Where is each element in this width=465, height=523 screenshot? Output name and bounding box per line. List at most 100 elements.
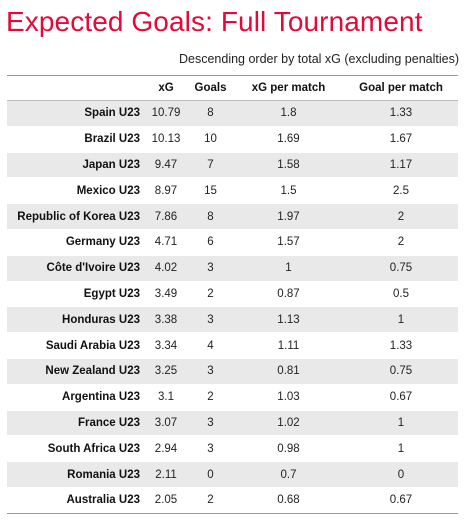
chart-subtitle: Descending order by total xG (excluding …	[178, 52, 459, 66]
chart-title: Expected Goals: Full Tournament	[6, 6, 423, 37]
cell-team: South Africa U23	[7, 435, 144, 462]
table-row: Japan U23 9.47 7 1.58 1.17	[7, 152, 458, 178]
cell-team: Spain U23	[7, 100, 144, 127]
table-row: New Zealand U23 3.25 3 0.81 0.75	[7, 358, 458, 385]
table-row: South Africa U23 2.94 3 0.98 1	[7, 435, 458, 462]
cell-xg: 3.34	[144, 332, 188, 359]
cell-xg-per-match: 1.58	[233, 152, 344, 178]
table-row: Côte d'Ivoire U23 4.02 3 1 0.75	[7, 255, 458, 282]
cell-xg-per-match: 1	[233, 255, 344, 282]
cell-xg: 7.86	[144, 203, 188, 230]
table-row: Brazil U23 10.13 10 1.69 1.67	[7, 126, 458, 153]
cell-team: Côte d'Ivoire U23	[7, 255, 144, 282]
cell-goals: 6	[188, 229, 233, 256]
cell-xg-per-match: 0.7	[233, 461, 344, 488]
cell-xg-per-match: 1.5	[233, 177, 344, 204]
cell-xg-per-match: 1.13	[233, 306, 344, 333]
cell-goal-per-match: 1.17	[344, 152, 458, 178]
cell-xg-per-match: 0.81	[233, 358, 344, 385]
cell-goal-per-match: 1	[344, 410, 458, 436]
cell-team: France U23	[7, 410, 144, 436]
table-row: Romania U23 2.11 0 0.7 0	[7, 461, 458, 488]
cell-goal-per-match: 1.67	[344, 126, 458, 153]
table-row: Mexico U23 8.97 15 1.5 2.5	[7, 177, 458, 204]
cell-xg: 2.11	[144, 461, 188, 488]
cell-goal-per-match: 0.75	[344, 358, 458, 385]
cell-xg: 3.49	[144, 281, 188, 307]
cell-xg-per-match: 0.68	[233, 487, 344, 514]
cell-xg: 8.97	[144, 177, 188, 204]
header-goal-per-match: Goal per match	[344, 75, 458, 101]
header-row: xG Goals xG per match Goal per match	[7, 75, 458, 101]
cell-xg: 3.07	[144, 410, 188, 436]
cell-goals: 2	[188, 487, 233, 514]
cell-xg: 2.05	[144, 487, 188, 514]
cell-goal-per-match: 0.67	[344, 487, 458, 514]
cell-goal-per-match: 2	[344, 229, 458, 256]
cell-goal-per-match: 0.67	[344, 384, 458, 411]
header-xg-per-match: xG per match	[233, 75, 344, 101]
cell-xg: 2.94	[144, 435, 188, 462]
xg-table: xG Goals xG per match Goal per match Spa…	[7, 75, 458, 514]
table-row: France U23 3.07 3 1.02 1	[7, 410, 458, 436]
cell-team: Japan U23	[7, 152, 144, 178]
cell-xg-per-match: 1.69	[233, 126, 344, 153]
table-row: Argentina U23 3.1 2 1.03 0.67	[7, 384, 458, 411]
cell-team: Egypt U23	[7, 281, 144, 307]
cell-team: Romania U23	[7, 461, 144, 488]
cell-goal-per-match: 2.5	[344, 177, 458, 204]
cell-goals: 2	[188, 384, 233, 411]
cell-goals: 3	[188, 435, 233, 462]
cell-goals: 15	[188, 177, 233, 204]
cell-goals: 3	[188, 306, 233, 333]
cell-xg: 3.1	[144, 384, 188, 411]
table-body: Spain U23 10.79 8 1.8 1.33 Brazil U23 10.13 10 1…	[7, 100, 458, 514]
cell-goals: 3	[188, 358, 233, 385]
cell-goal-per-match: 1	[344, 435, 458, 462]
cell-team: Republic of Korea U23	[7, 203, 144, 230]
cell-goals: 0	[188, 461, 233, 488]
cell-team: New Zealand U23	[7, 358, 144, 385]
cell-xg-per-match: 1.03	[233, 384, 344, 411]
table-row: Honduras U23 3.38 3 1.13 1	[7, 306, 458, 333]
cell-xg-per-match: 1.11	[233, 332, 344, 359]
cell-goals: 3	[188, 255, 233, 282]
table-row: Republic of Korea U23 7.86 8 1.97 2	[7, 203, 458, 230]
cell-goals: 4	[188, 332, 233, 359]
cell-goal-per-match: 1.33	[344, 332, 458, 359]
table-row: Saudi Arabia U23 3.34 4 1.11 1.33	[7, 332, 458, 359]
table-row: Egypt U23 3.49 2 0.87 0.5	[7, 281, 458, 307]
cell-xg: 3.38	[144, 306, 188, 333]
cell-team: Brazil U23	[7, 126, 144, 153]
header-team	[7, 75, 144, 101]
cell-team: Saudi Arabia U23	[7, 332, 144, 359]
cell-goal-per-match: 2	[344, 203, 458, 230]
cell-xg-per-match: 1.8	[233, 100, 344, 127]
cell-xg: 9.47	[144, 152, 188, 178]
cell-team: Honduras U23	[7, 306, 144, 333]
cell-team: Australia U23	[7, 487, 144, 514]
table-header: xG Goals xG per match Goal per match	[7, 75, 458, 101]
header-goals: Goals	[188, 75, 233, 101]
cell-xg: 10.79	[144, 100, 188, 127]
table-row: Spain U23 10.79 8 1.8 1.33	[7, 100, 458, 127]
cell-goal-per-match: 0	[344, 461, 458, 488]
cell-xg-per-match: 1.02	[233, 410, 344, 436]
cell-xg: 4.02	[144, 255, 188, 282]
cell-goal-per-match: 1	[344, 306, 458, 333]
cell-goals: 7	[188, 152, 233, 178]
cell-xg: 10.13	[144, 126, 188, 153]
cell-goal-per-match: 1.33	[344, 100, 458, 127]
cell-team: Mexico U23	[7, 177, 144, 204]
cell-goals: 3	[188, 410, 233, 436]
cell-goal-per-match: 0.75	[344, 255, 458, 282]
cell-goals: 8	[188, 203, 233, 230]
cell-xg-per-match: 1.97	[233, 203, 344, 230]
cell-goals: 2	[188, 281, 233, 307]
table-row: Germany U23 4.71 6 1.57 2	[7, 229, 458, 256]
header-xg: xG	[144, 75, 188, 101]
cell-xg-per-match: 0.98	[233, 435, 344, 462]
cell-goal-per-match: 0.5	[344, 281, 458, 307]
cell-team: Argentina U23	[7, 384, 144, 411]
cell-xg: 3.25	[144, 358, 188, 385]
